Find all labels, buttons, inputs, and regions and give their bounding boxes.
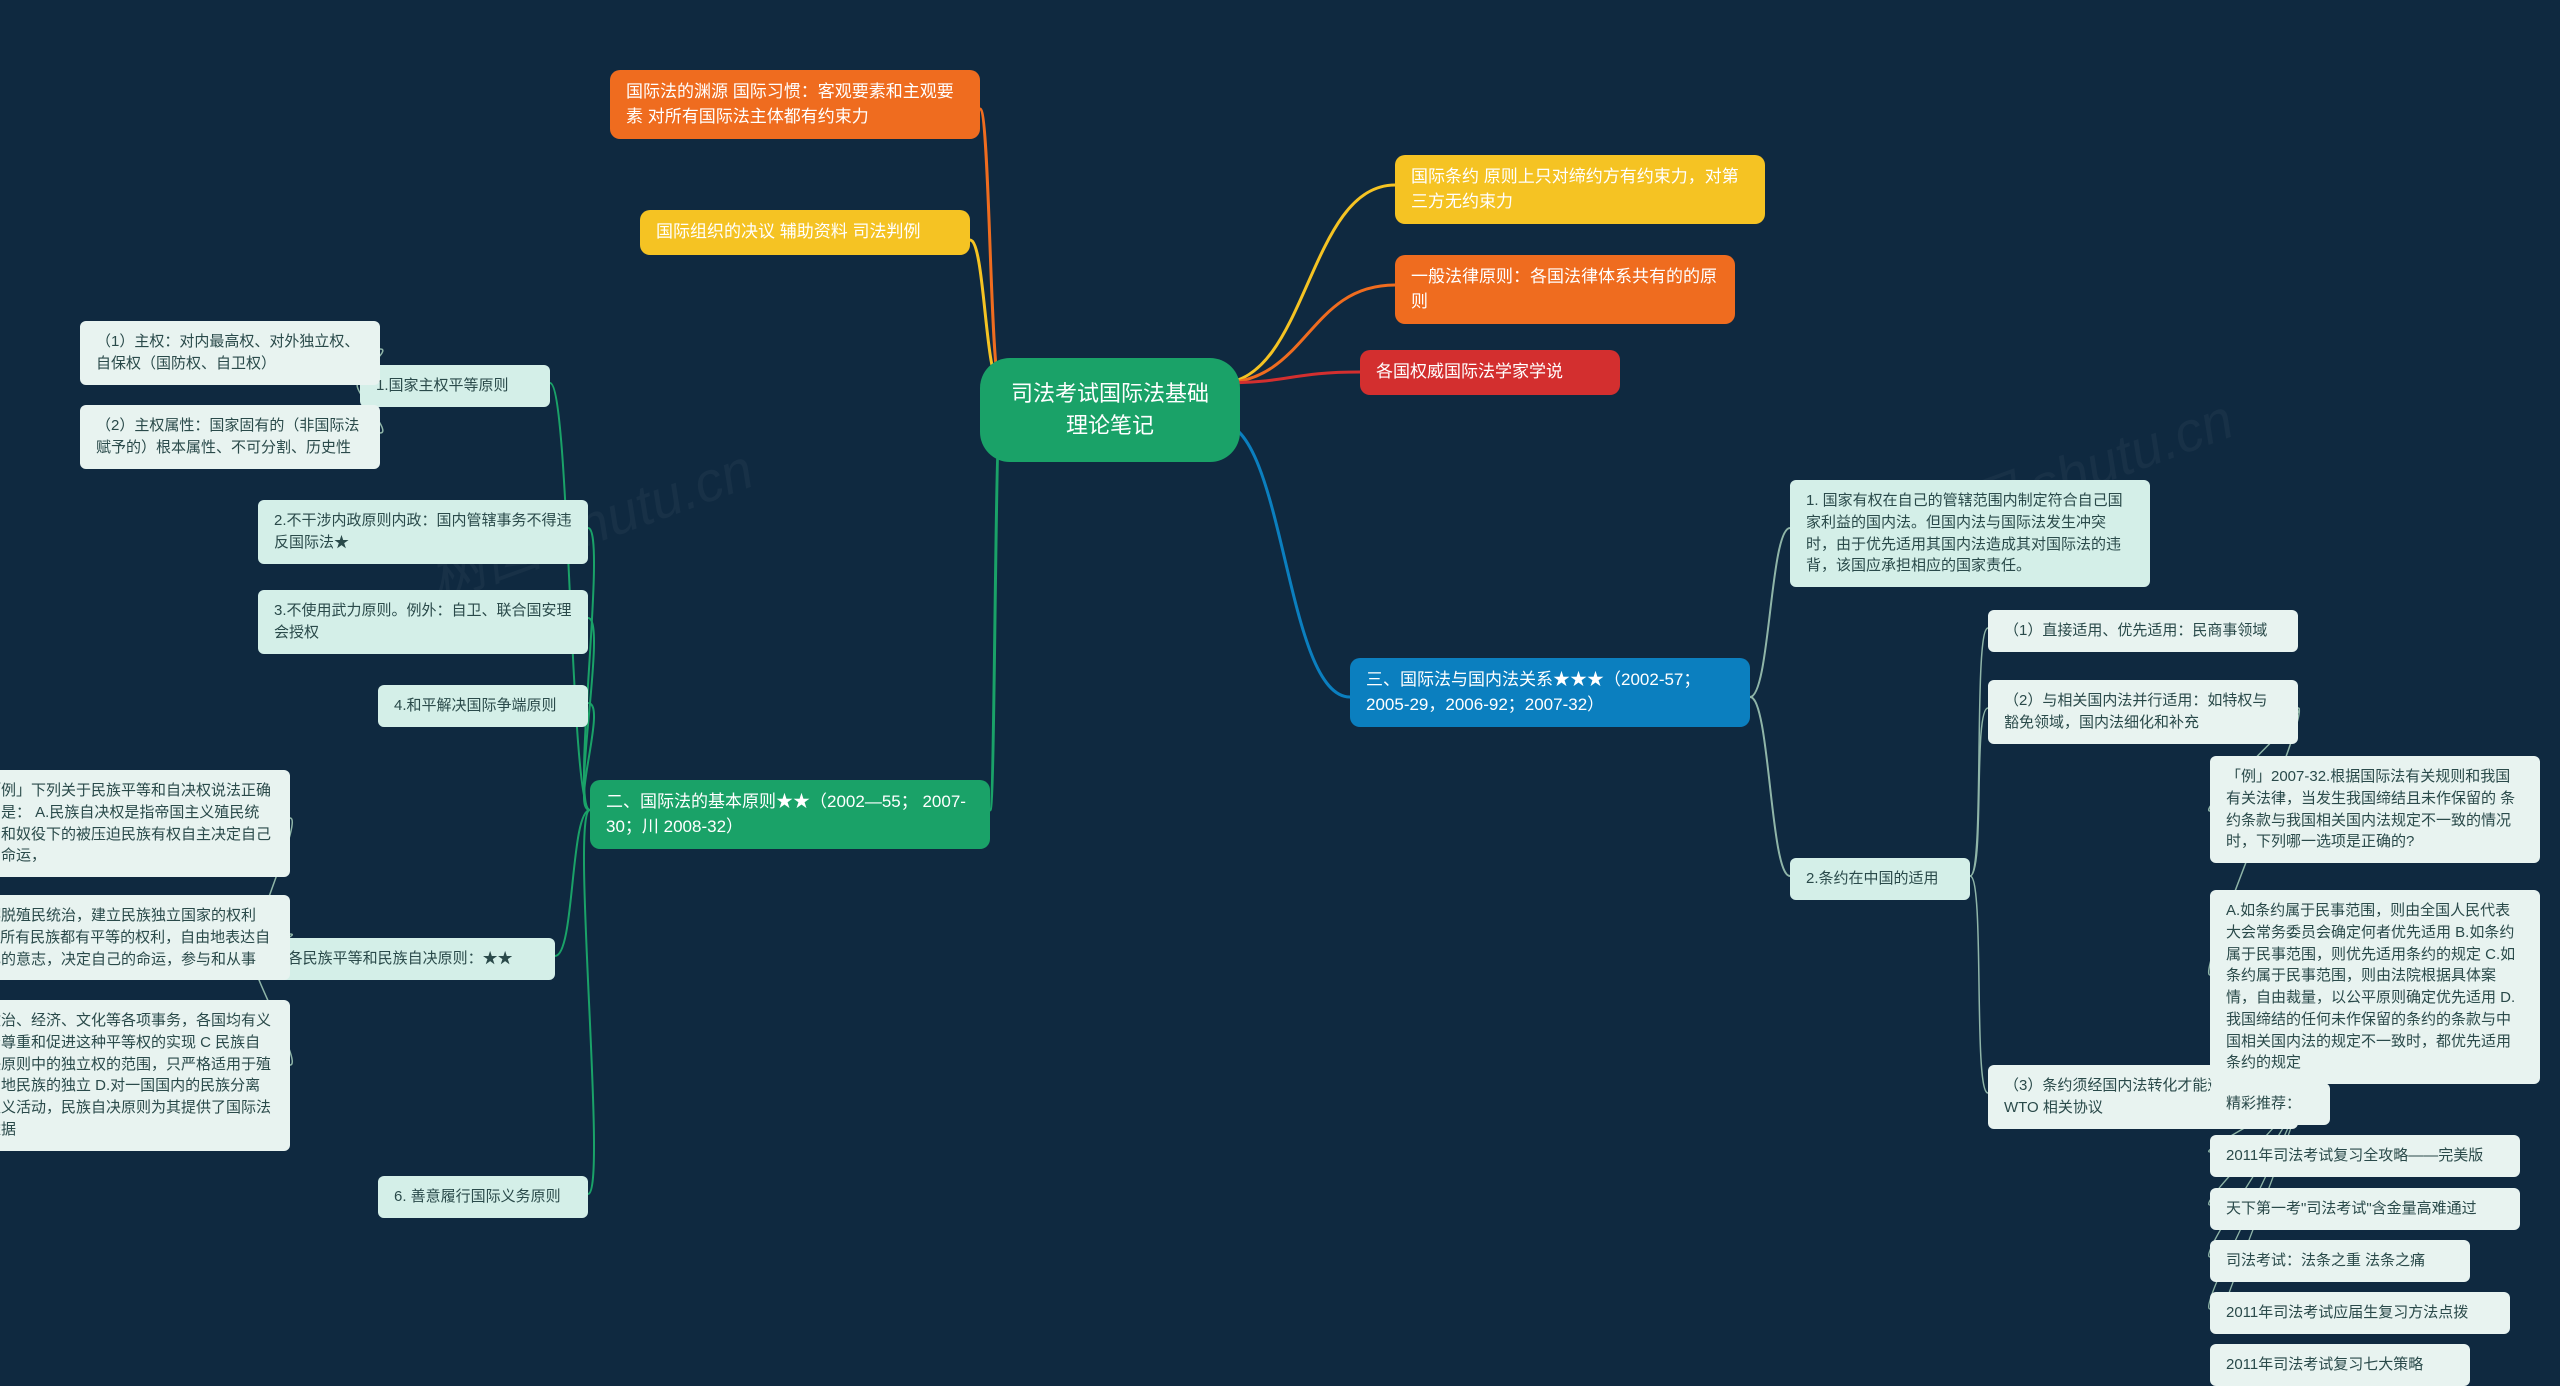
root[interactable]: 司法考试国际法基础理论笔记 (980, 358, 1240, 462)
b2c6[interactable]: 6. 善意履行国际义务原则 (378, 1176, 588, 1218)
b2c3[interactable]: 3.不使用武力原则。例外：自卫、联合国安理会授权 (258, 590, 588, 654)
leaf[interactable]: 2011年司法考试复习七大策略 (2210, 1344, 2470, 1386)
leaf[interactable]: 精彩推荐： (2210, 1083, 2330, 1125)
leaf[interactable]: 摆脱殖民统治，建立民族独立国家的权利 B.所有民族都有平等的权利，自由地表达自己… (0, 895, 290, 980)
leaf[interactable]: 政治、经济、文化等各项事务，各国均有义务尊重和促进这种平等权的实现 C 民族自决… (0, 1000, 290, 1151)
b2c2[interactable]: 2.不干涉内政原则内政：国内管辖事务不得违反国际法★ (258, 500, 588, 564)
leaf[interactable]: A.如条约属于民事范围，则由全国人民代表大会常务委员会确定何者优先适用 B.如条… (2210, 890, 2540, 1084)
b2[interactable]: 二、国际法的基本原则★★（2002—55； 2007-30；川 2008-32） (590, 780, 990, 849)
leaf[interactable]: 「例」2007-32.根据国际法有关规则和我国有关法律，当发生我国缔结且未作保留… (2210, 756, 2540, 863)
b3c1[interactable]: 1. 国家有权在自己的管辖范围内制定符合自己国家利益的国内法。但国内法与国际法发… (1790, 480, 2150, 587)
b2c1[interactable]: 1.国家主权平等原则 (360, 365, 550, 407)
f3[interactable]: 国际条约 原则上只对缔约方有约束力，对第三方无约束力 (1395, 155, 1765, 224)
b3c2[interactable]: 2.条约在中国的适用 (1790, 858, 1970, 900)
leaf[interactable]: （2）与相关国内法并行适用：如特权与豁免领域，国内法细化和补充 (1988, 680, 2298, 744)
leaf[interactable]: 2011年司法考试应届生复习方法点拨 (2210, 1292, 2510, 1334)
b2c4[interactable]: 4.和平解决国际争端原则 (378, 685, 588, 727)
b3[interactable]: 三、国际法与国内法关系★★★（2002-57；2005-29，2006-92；2… (1350, 658, 1750, 727)
leaf[interactable]: 司法考试：法条之重 法条之痛 (2210, 1240, 2470, 1282)
f5[interactable]: 各国权威国际法学家学说 (1360, 350, 1620, 395)
leaf[interactable]: 2011年司法考试复习全攻略——完美版 (2210, 1135, 2520, 1177)
f4[interactable]: 一般法律原则：各国法律体系共有的的原则 (1395, 255, 1735, 324)
leaf[interactable]: 「例」下列关于民族平等和自决权说法正确的是： A.民族自决权是指帝国主义殖民统治… (0, 770, 290, 877)
leaf[interactable]: （1）直接适用、优先适用：民商事领域 (1988, 610, 2298, 652)
leaf[interactable]: 天下第一考"司法考试"含金量高难通过 (2210, 1188, 2520, 1230)
b2c5[interactable]: 5. 各民族平等和民族自决原则：★★ (255, 938, 555, 980)
f1[interactable]: 国际法的渊源 国际习惯：客观要素和主观要素 对所有国际法主体都有约束力 (610, 70, 980, 139)
leaf[interactable]: （2）主权属性：国家固有的（非国际法赋予的）根本属性、不可分割、历史性 (80, 405, 380, 469)
leaf[interactable]: （1）主权：对内最高权、对外独立权、自保权（国防权、自卫权） (80, 321, 380, 385)
f2[interactable]: 国际组织的决议 辅助资料 司法判例 (640, 210, 970, 255)
